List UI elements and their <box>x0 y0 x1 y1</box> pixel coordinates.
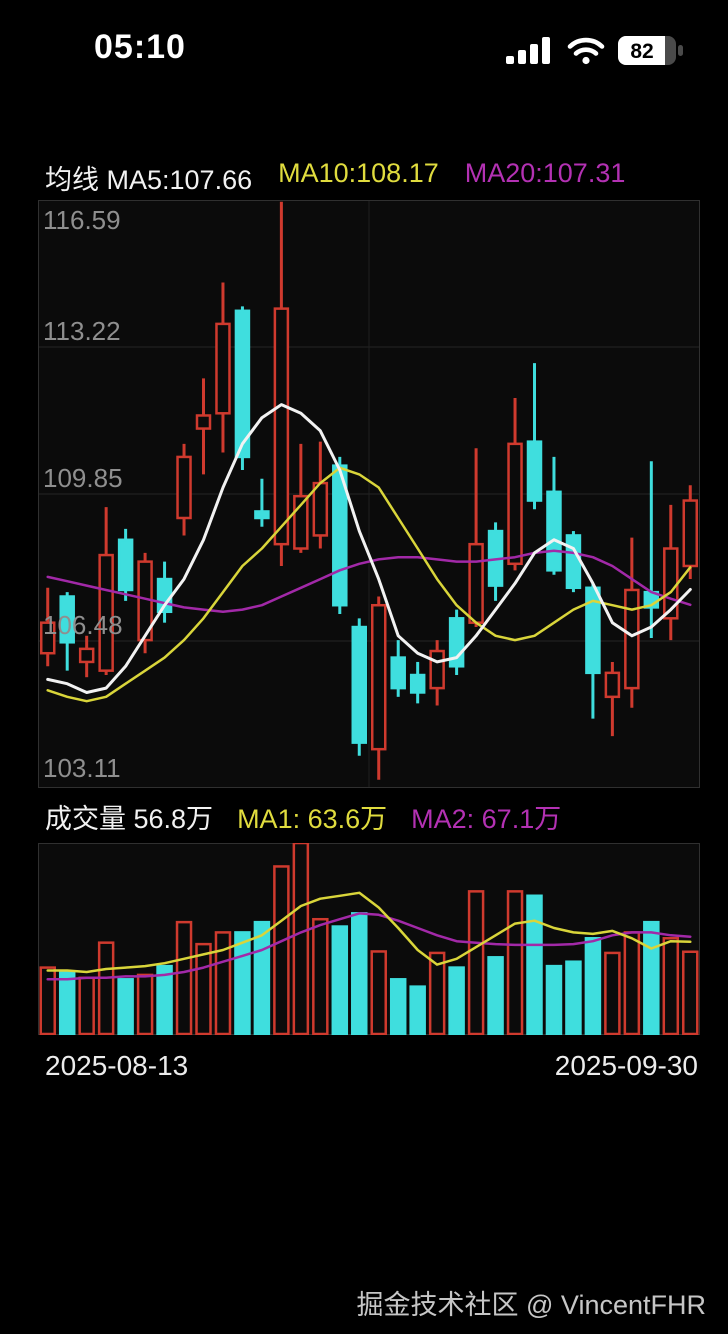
candle-body-up <box>312 481 329 537</box>
volume-bar-up <box>292 843 310 1035</box>
status-time: 05:10 <box>94 28 186 66</box>
volume-bar-down <box>526 894 543 1035</box>
volume-bar-up <box>97 941 115 1035</box>
volume-bar-up <box>214 931 232 1035</box>
candle-body-down <box>409 673 426 694</box>
candle-body-up <box>176 455 192 520</box>
volume-bar-down <box>448 966 465 1035</box>
kline-ma20-label: MA20:107.31 <box>464 158 626 188</box>
volume-bar-down <box>487 956 504 1035</box>
ma20-line <box>46 549 692 614</box>
volume-bar-up <box>195 942 212 1035</box>
volume-bar-down <box>565 960 582 1035</box>
ma10-line <box>46 466 692 703</box>
volume-bar-down <box>331 925 349 1035</box>
volume-bar-down <box>545 964 563 1035</box>
candle-body-down <box>546 490 562 572</box>
volume-bar-up <box>175 920 193 1035</box>
kline-ma10-label: MA10:108.17 <box>278 158 439 188</box>
candle-body-down <box>526 440 543 502</box>
volume-bar-up <box>506 890 524 1035</box>
volume-bar-down <box>234 931 251 1035</box>
volume-bar-down <box>389 978 407 1035</box>
volume-bar-up <box>662 937 680 1035</box>
candle-body-down <box>351 625 368 744</box>
candle-body-up <box>429 649 445 690</box>
kline-ma5-label: 均线 MA5:107.66 <box>45 165 253 195</box>
candlestick-chart[interactable]: 116.59 113.22 109.85 106.48 103.11 <box>38 200 700 788</box>
volume-bar-up <box>39 966 56 1035</box>
volume-bar-down <box>58 970 76 1035</box>
candle-body-down <box>565 534 582 590</box>
candle-body-up <box>195 414 212 430</box>
volume-ma1-label: MA1: 63.6万 <box>237 804 388 834</box>
candle-body-up <box>215 322 231 415</box>
volume-bar-up <box>273 865 290 1035</box>
candle-body-up <box>468 542 484 624</box>
volume-bar-up <box>78 976 95 1035</box>
candle-body-down <box>117 538 134 592</box>
candle-body-up <box>624 588 640 690</box>
x-axis-start-date: 2025-08-13 <box>45 1050 189 1081</box>
wifi-icon <box>567 37 605 65</box>
status-icons: 82 <box>506 36 684 65</box>
candle-body-up <box>98 553 114 672</box>
volume-bar-down <box>351 912 368 1035</box>
volume-value-label: 成交量 56.8万 <box>45 804 214 834</box>
volume-bar-up <box>312 917 329 1035</box>
volume-bar-down <box>409 985 426 1035</box>
volume-bar-up <box>370 950 387 1035</box>
volume-chart[interactable] <box>38 843 700 1035</box>
volume-bar-up <box>136 973 154 1035</box>
volume-bar-up <box>604 951 621 1035</box>
candle-body-down <box>585 586 601 675</box>
volume-bar-down <box>584 937 602 1035</box>
volume-bar-up <box>682 950 699 1035</box>
x-axis: 2025-08-13 2025-09-30 <box>38 1050 700 1084</box>
cellular-signal-icon <box>506 37 554 64</box>
volume-bar-up <box>467 890 485 1035</box>
volume-bar-up <box>623 931 641 1035</box>
volume-ma2-line <box>46 912 692 981</box>
volume-ma2-label: MA2: 67.1万 <box>411 804 562 834</box>
volume-bar-up <box>428 951 446 1035</box>
candle-body-down <box>234 309 251 459</box>
volume-ma1-line <box>46 891 692 974</box>
volume-svg <box>38 843 700 1035</box>
volume-legend: 成交量 56.8万 MA1: 63.6万 MA2: 67.1万 <box>45 797 561 836</box>
candlestick-svg <box>38 200 700 788</box>
candle-body-up <box>39 621 56 655</box>
candle-body-up <box>273 307 290 546</box>
candle-body-up <box>604 671 621 699</box>
candle-body-up <box>682 499 699 568</box>
candle-body-down <box>254 510 270 520</box>
panel-border <box>38 843 700 1035</box>
volume-bar-down <box>117 978 134 1035</box>
watermark-credit: 掘金技术社区 @ VincentFHR <box>356 1290 706 1320</box>
candle-body-down <box>390 656 406 690</box>
status-bar: 05:10 82 <box>0 0 728 108</box>
battery-icon: 82 <box>618 36 684 65</box>
battery-percent-text: 82 <box>630 40 653 63</box>
ma5-line <box>46 403 692 694</box>
panel-border <box>38 200 700 788</box>
candle-body-up <box>370 603 387 751</box>
x-axis-end-date: 2025-09-30 <box>554 1050 698 1081</box>
kline-legend: 均线 MA5:107.66 MA10:108.17 MA20:107.31 <box>45 158 625 197</box>
volume-bar-down <box>643 920 660 1035</box>
candle-body-up <box>507 442 523 566</box>
candle-body-up <box>78 647 95 664</box>
volume-bar-down <box>253 920 271 1035</box>
candle-body-down <box>59 595 75 644</box>
volume-bar-down <box>156 964 173 1035</box>
